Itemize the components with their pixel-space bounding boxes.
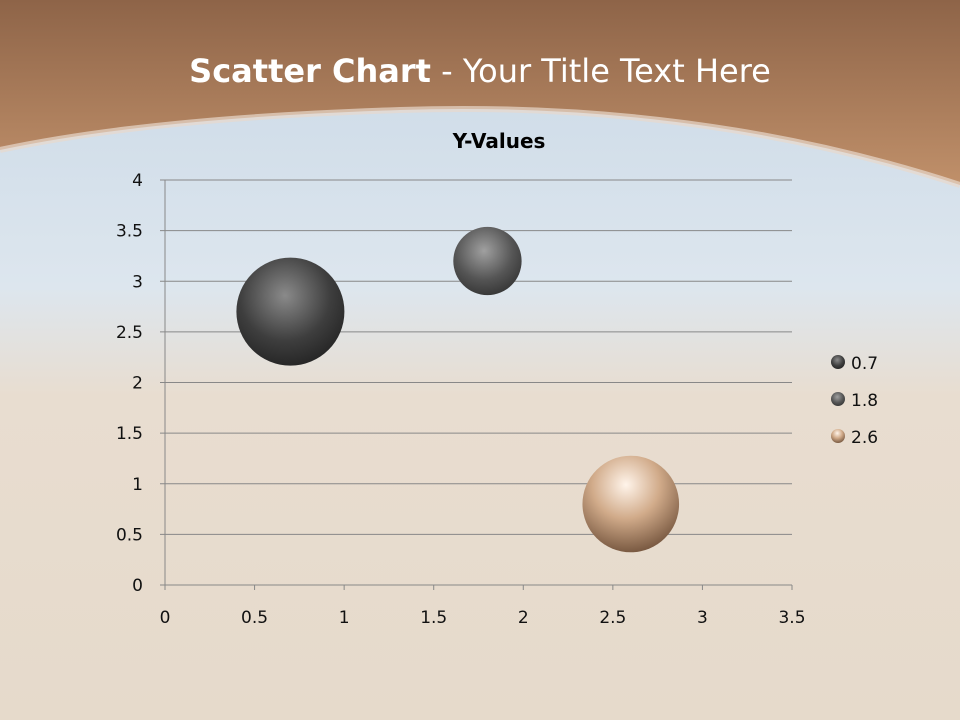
title-rest: - Your Title Text Here [430,52,771,90]
legend-marker [831,355,845,369]
y-tick-label: 0.5 [116,525,143,545]
y-tick-label: 3 [132,272,143,292]
y-tick-label: 1.5 [116,424,143,444]
chart-title: Y-Values [452,129,546,153]
x-tick-label: 1 [339,608,350,628]
legend-label: 2.6 [851,428,878,448]
x-tick-label: 2.5 [599,608,626,628]
legend-label: 1.8 [851,391,878,411]
y-tick-label: 2 [132,374,143,394]
bubble [236,257,345,366]
x-tick-label: 2 [518,608,529,628]
legend-marker [831,429,845,443]
y-tick-label: 1 [132,475,143,495]
x-tick-label: 0 [160,608,171,628]
title-bold: Scatter Chart [189,52,431,90]
x-tick-label: 0.5 [241,608,268,628]
x-tick-label: 3 [697,608,708,628]
y-tick-label: 3.5 [116,222,143,242]
header-band [0,0,960,188]
slide-title: Scatter Chart - Your Title Text Here [0,52,960,90]
bubble [453,226,522,296]
y-tick-label: 4 [132,171,143,191]
legend-label: 0.7 [851,354,878,374]
x-tick-label: 1.5 [420,608,447,628]
x-tick-label: 3.5 [778,608,805,628]
y-tick-label: 2.5 [116,323,143,343]
bubble [582,455,680,553]
y-tick-label: 0 [132,576,143,596]
legend-marker [831,392,845,406]
